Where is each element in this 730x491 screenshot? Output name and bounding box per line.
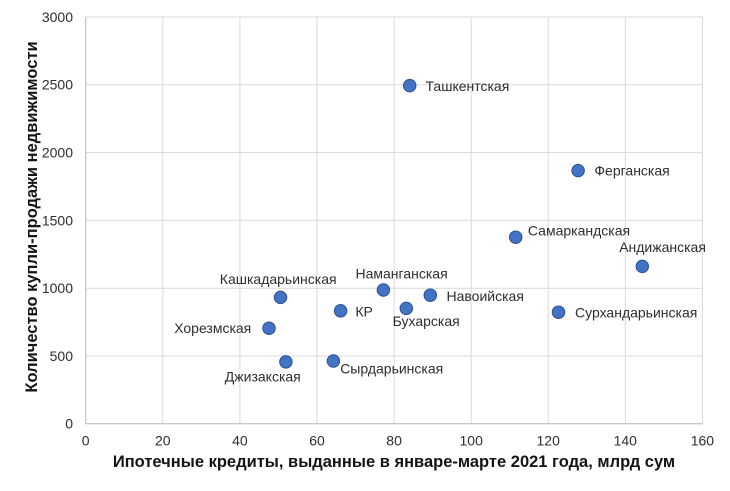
svg-text:Сырдарьинская: Сырдарьинская (340, 361, 443, 377)
svg-text:КР: КР (355, 303, 373, 319)
svg-text:Количество купли-продажи недви: Количество купли-продажи недвижимости (23, 41, 41, 392)
svg-text:1500: 1500 (42, 212, 73, 228)
svg-text:40: 40 (232, 433, 248, 449)
svg-text:0: 0 (82, 433, 90, 449)
svg-text:Навоийская: Навоийская (447, 288, 524, 304)
svg-text:120: 120 (537, 433, 561, 449)
svg-text:1000: 1000 (42, 280, 73, 296)
svg-text:2500: 2500 (42, 77, 73, 93)
svg-text:0: 0 (65, 416, 73, 432)
svg-text:Кашкадарьинская: Кашкадарьинская (220, 271, 337, 287)
svg-text:500: 500 (50, 348, 74, 364)
svg-text:Ферганская: Ферганская (594, 162, 669, 178)
svg-text:80: 80 (386, 433, 402, 449)
svg-text:100: 100 (460, 433, 484, 449)
svg-text:3000: 3000 (42, 9, 73, 25)
svg-text:Хорезмская: Хорезмская (174, 320, 251, 336)
svg-text:Сурхандарьинская: Сурхандарьинская (575, 304, 697, 320)
svg-text:20: 20 (155, 433, 171, 449)
svg-text:Наманганская: Наманганская (356, 266, 448, 282)
svg-text:Джизакская: Джизакская (225, 369, 301, 385)
svg-text:Бухарская: Бухарская (393, 313, 460, 329)
svg-text:60: 60 (309, 433, 325, 449)
svg-text:140: 140 (614, 433, 638, 449)
svg-text:Андижанская: Андижанская (619, 239, 706, 255)
svg-text:160: 160 (691, 433, 715, 449)
svg-text:Ипотечные кредиты, выданные в: Ипотечные кредиты, выданные в январе-мар… (113, 453, 675, 471)
svg-text:Самаркандская: Самаркандская (528, 222, 630, 238)
svg-text:Ташкентская: Ташкентская (426, 78, 510, 94)
svg-text:2000: 2000 (42, 145, 73, 161)
